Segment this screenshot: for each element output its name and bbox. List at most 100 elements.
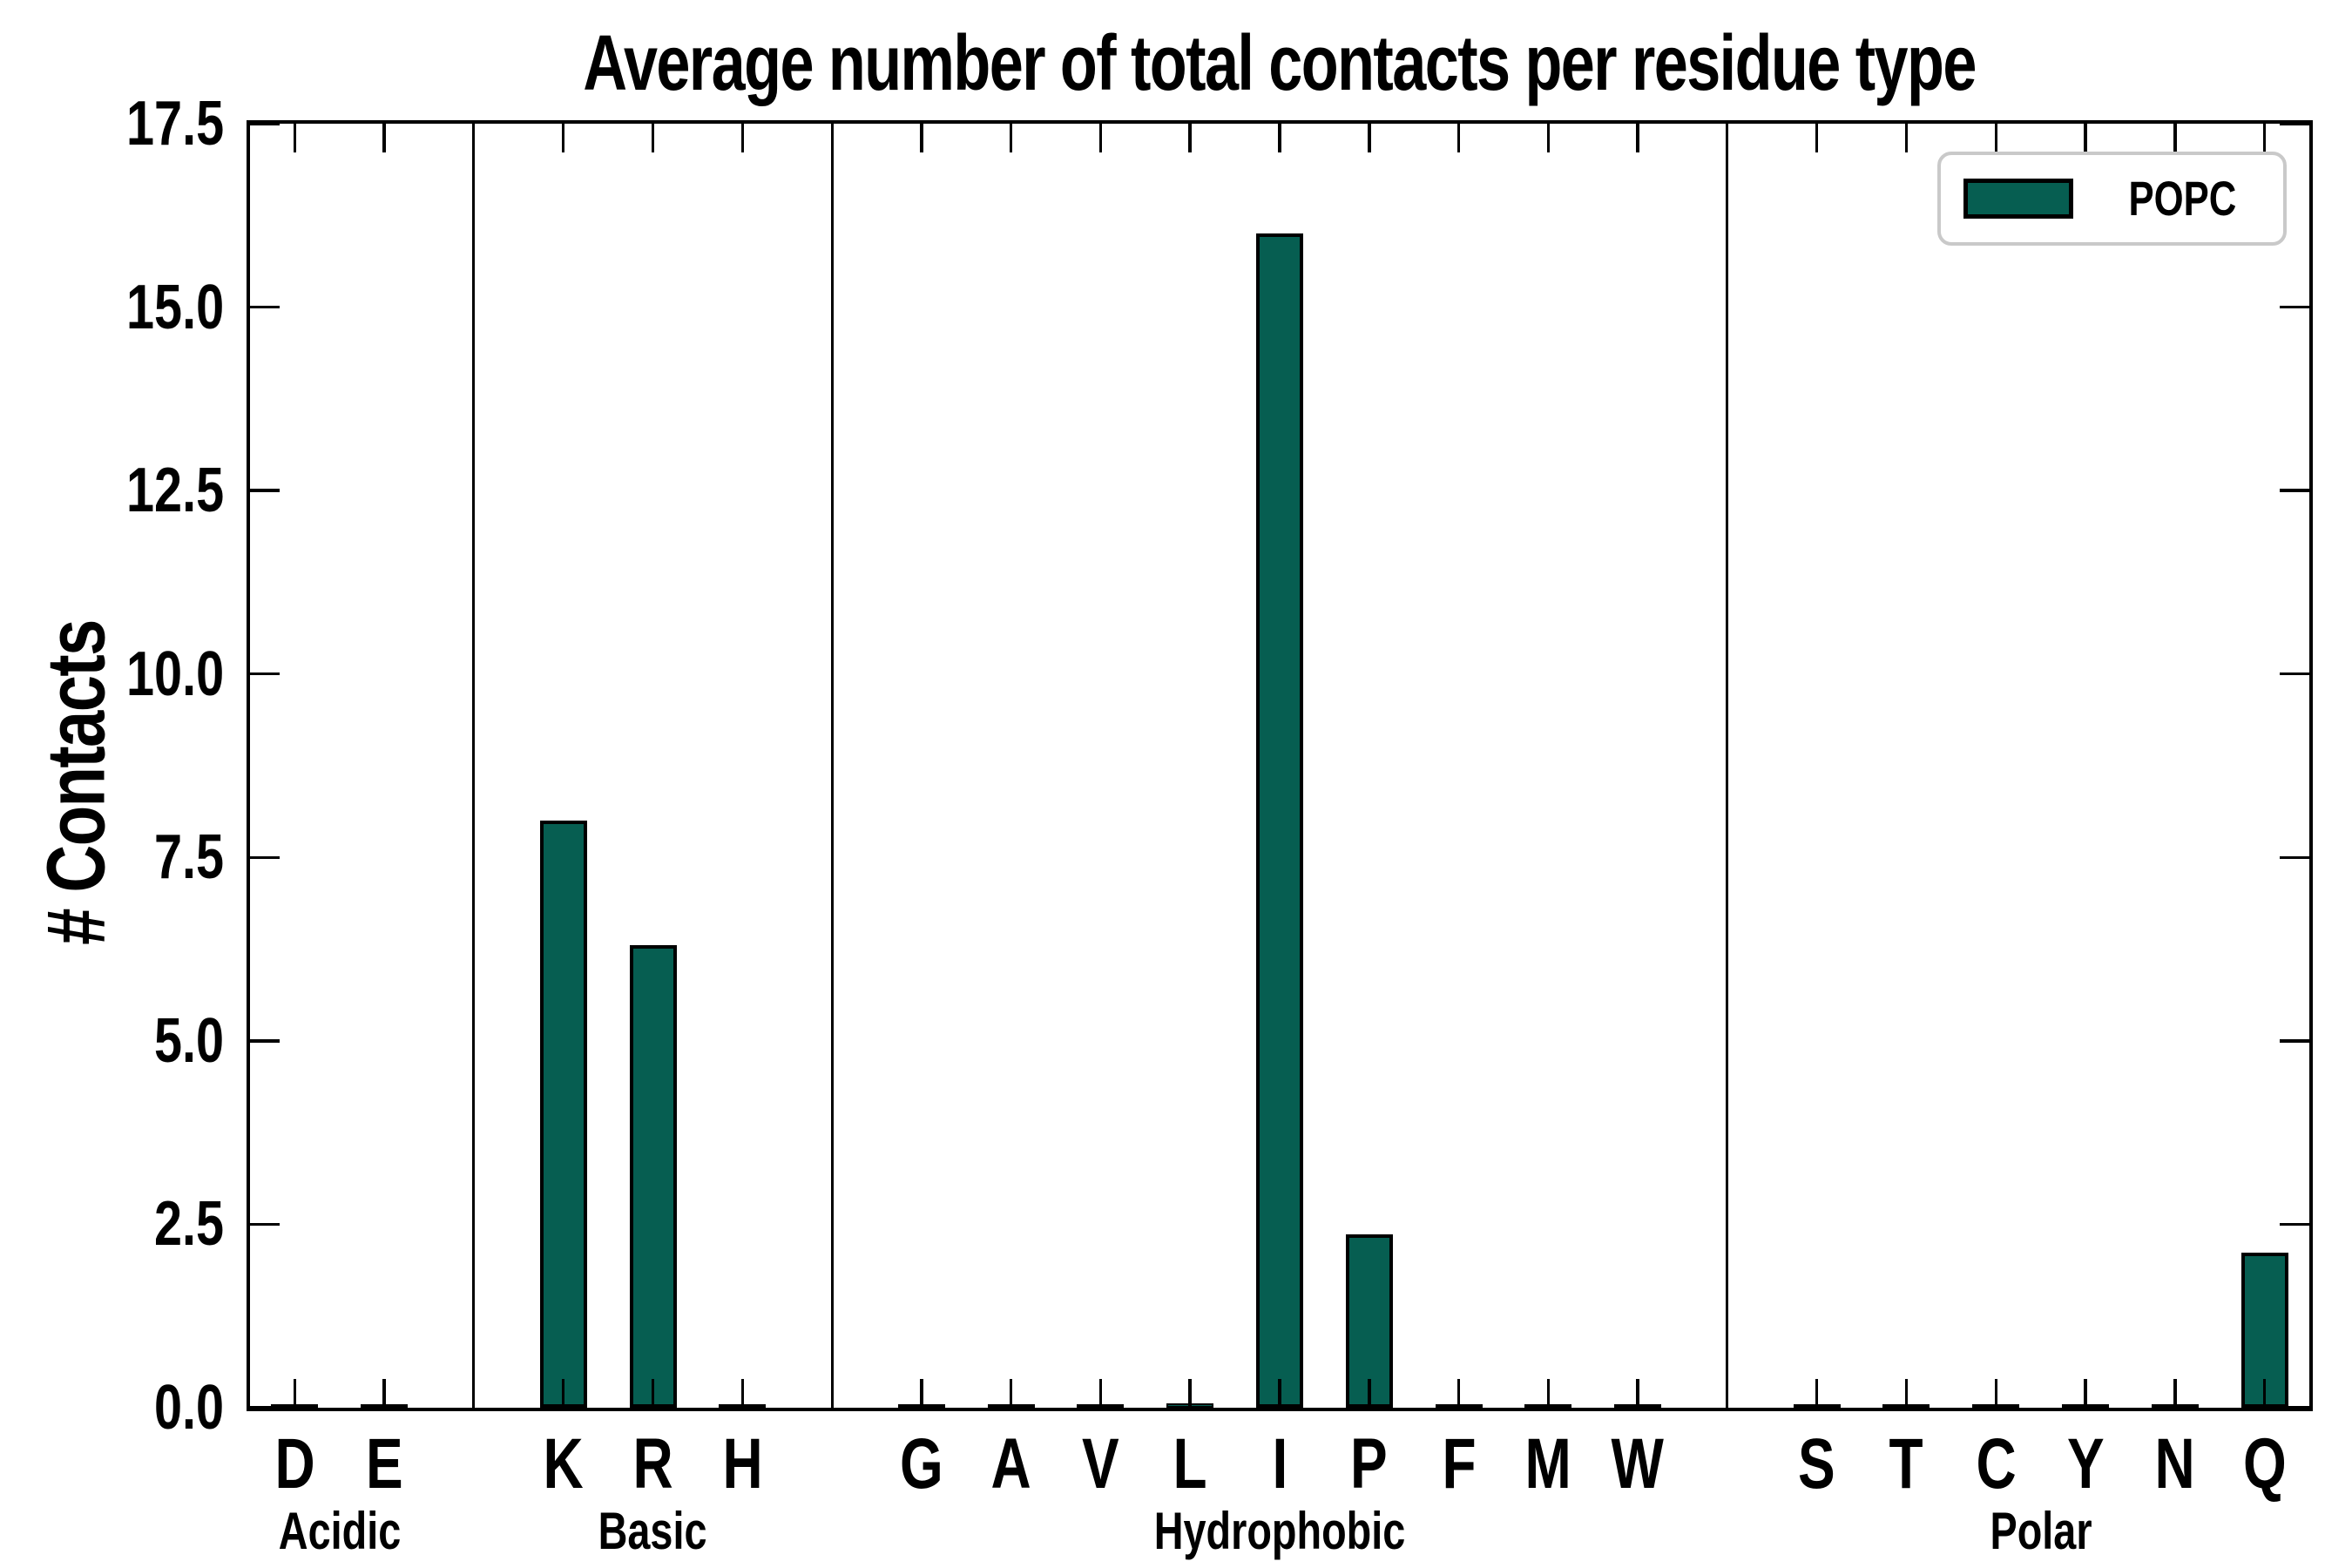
x-tick-top-D — [293, 124, 297, 152]
x-tick-top-E — [382, 124, 386, 152]
x-tick-bottom-A — [1009, 1379, 1013, 1408]
y-tick-right-2.5 — [2280, 1222, 2309, 1227]
x-tick-top-H — [740, 124, 745, 152]
x-tick-top-F — [1456, 124, 1461, 152]
x-label-G: G — [899, 1424, 943, 1504]
x-tick-top-K — [561, 124, 565, 152]
y-tick-label-15.0: 15.0 — [125, 272, 224, 342]
x-label-F: F — [1442, 1424, 1477, 1504]
y-tick-left-0.0 — [250, 1406, 280, 1409]
x-tick-top-M — [1546, 124, 1551, 152]
legend-swatch-popc — [1963, 179, 2074, 219]
x-tick-bottom-Q — [2262, 1379, 2267, 1408]
y-tick-right-17.5 — [2280, 122, 2309, 125]
x-tick-top-I — [1278, 124, 1281, 152]
x-tick-bottom-V — [1098, 1379, 1103, 1408]
x-label-S: S — [1798, 1424, 1836, 1504]
bar-K — [539, 821, 587, 1408]
x-tick-top-R — [651, 124, 655, 152]
chart-title-text: Average number of total contacts per res… — [583, 20, 1977, 107]
group-divider — [1726, 124, 1729, 1408]
x-tick-bottom-P — [1368, 1379, 1371, 1408]
x-tick-bottom-F — [1456, 1379, 1461, 1408]
y-tick-left-7.5 — [250, 855, 280, 860]
x-tick-top-Q — [2262, 124, 2267, 152]
x-label-N: N — [2154, 1424, 2195, 1504]
x-label-E: E — [365, 1424, 403, 1504]
x-tick-bottom-R — [651, 1379, 655, 1408]
x-tick-bottom-S — [1815, 1379, 1819, 1408]
y-tick-left-5.0 — [250, 1039, 280, 1043]
group-label-basic: Basic — [598, 1502, 707, 1560]
plot-area: POPC — [247, 120, 2313, 1411]
x-tick-top-N — [2173, 124, 2177, 152]
x-label-P: P — [1350, 1424, 1389, 1504]
x-tick-top-P — [1368, 124, 1371, 152]
x-tick-top-W — [1636, 124, 1639, 152]
y-tick-label-17.5: 17.5 — [125, 89, 224, 159]
y-tick-label-10.0: 10.0 — [125, 639, 224, 709]
x-tick-bottom-Y — [2084, 1379, 2087, 1408]
x-label-L: L — [1173, 1424, 1207, 1504]
x-tick-top-S — [1815, 124, 1819, 152]
x-tick-top-Y — [2084, 124, 2087, 152]
group-divider — [472, 124, 476, 1408]
x-tick-bottom-K — [561, 1379, 565, 1408]
x-label-Q: Q — [2242, 1424, 2287, 1504]
y-tick-right-12.5 — [2280, 489, 2309, 492]
x-label-V: V — [1082, 1424, 1119, 1504]
x-tick-bottom-M — [1546, 1379, 1551, 1408]
x-tick-top-A — [1009, 124, 1013, 152]
group-divider — [830, 124, 834, 1408]
x-label-T: T — [1889, 1424, 1924, 1504]
x-label-Y: Y — [2066, 1424, 2105, 1504]
y-tick-left-12.5 — [250, 489, 280, 492]
y-tick-left-2.5 — [250, 1222, 280, 1227]
x-label-R: R — [632, 1424, 673, 1504]
x-tick-bottom-I — [1278, 1379, 1281, 1408]
x-tick-bottom-N — [2173, 1379, 2177, 1408]
y-tick-label-7.5: 7.5 — [153, 822, 224, 893]
x-tick-bottom-W — [1636, 1379, 1639, 1408]
x-tick-top-T — [1904, 124, 1909, 152]
x-label-D: D — [274, 1424, 315, 1504]
y-tick-right-15.0 — [2280, 305, 2309, 309]
x-tick-bottom-D — [293, 1379, 297, 1408]
legend-label: POPC — [2128, 171, 2237, 226]
x-tick-bottom-H — [740, 1379, 745, 1408]
y-tick-label-2.5: 2.5 — [153, 1189, 224, 1260]
x-tick-bottom-G — [920, 1379, 923, 1408]
x-label-I: I — [1272, 1424, 1288, 1504]
y-tick-right-5.0 — [2280, 1039, 2309, 1043]
chart-title: Average number of total contacts per res… — [247, 19, 2313, 109]
legend: POPC — [1937, 152, 2287, 246]
x-tick-bottom-E — [382, 1379, 386, 1408]
x-tick-top-C — [1994, 124, 1997, 152]
x-tick-bottom-C — [1994, 1379, 1997, 1408]
y-tick-right-10.0 — [2280, 672, 2309, 676]
y-tick-right-0.0 — [2280, 1406, 2309, 1409]
x-label-H: H — [722, 1424, 763, 1504]
group-label-polar: Polar — [1990, 1502, 2092, 1560]
group-label-hydrophobic: Hydrophobic — [1153, 1502, 1406, 1560]
x-tick-bottom-T — [1904, 1379, 1909, 1408]
x-label-C: C — [1976, 1424, 2017, 1504]
x-tick-top-G — [920, 124, 923, 152]
y-tick-left-17.5 — [250, 122, 280, 125]
x-tick-top-V — [1098, 124, 1103, 152]
y-tick-left-15.0 — [250, 305, 280, 309]
x-tick-bottom-L — [1188, 1379, 1192, 1408]
y-tick-label-12.5: 12.5 — [125, 456, 224, 526]
y-tick-label-0.0: 0.0 — [153, 1373, 224, 1443]
y-tick-label-5.0: 5.0 — [153, 1005, 224, 1076]
x-label-K: K — [543, 1424, 584, 1504]
x-label-W: W — [1611, 1424, 1665, 1504]
bar-I — [1256, 233, 1303, 1408]
x-tick-top-L — [1188, 124, 1192, 152]
x-label-A: A — [990, 1424, 1031, 1504]
y-tick-right-7.5 — [2280, 855, 2309, 860]
y-axis-label: # Contacts — [30, 620, 123, 945]
bar-R — [629, 945, 677, 1408]
y-tick-left-10.0 — [250, 672, 280, 676]
